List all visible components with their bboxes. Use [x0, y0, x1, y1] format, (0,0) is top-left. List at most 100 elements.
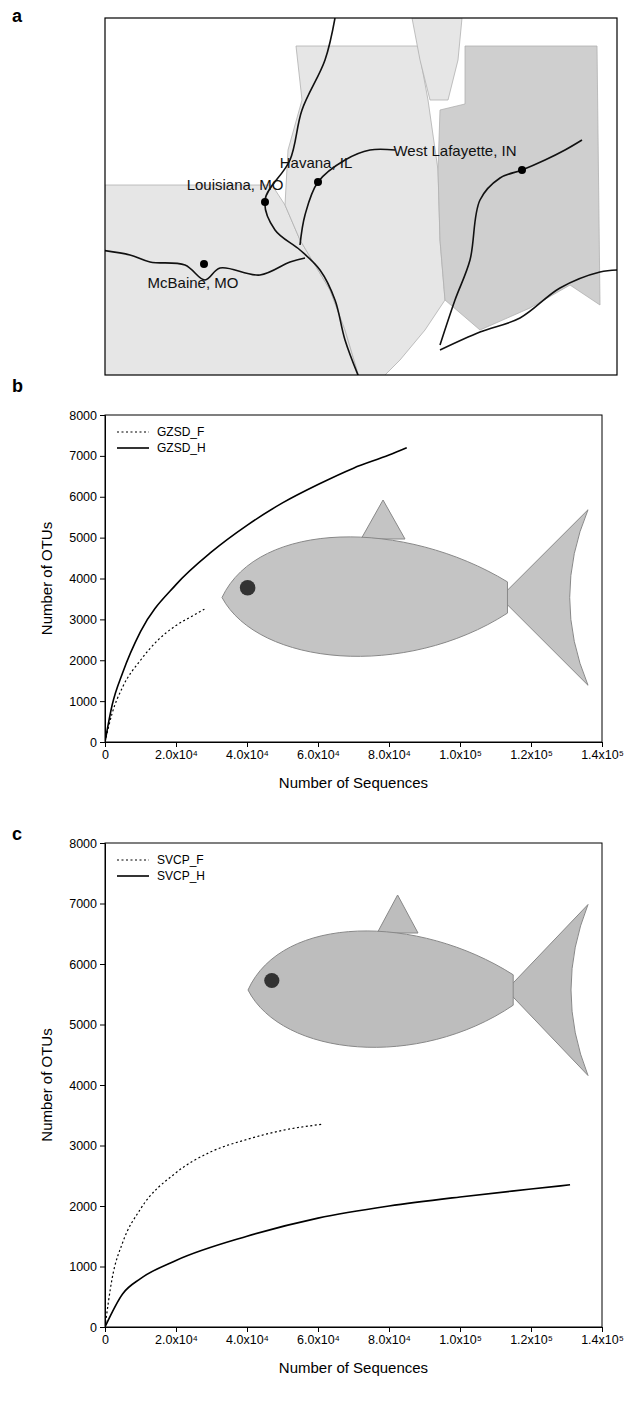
plot-marks [105, 448, 407, 742]
y-tick-mark [100, 964, 105, 965]
legend-label: SVCP_F [157, 853, 204, 867]
legend-label: SVCP_H [157, 869, 205, 883]
x-tick-label: 4.0x10⁴ [226, 1333, 269, 1347]
plot-frame [105, 415, 602, 742]
y-axis: 010002000300040005000600070008000 [69, 409, 105, 750]
x-tick: 6.0x10⁴ [297, 1327, 340, 1347]
series-line [105, 609, 204, 742]
legend: SVCP_F SVCP_H [117, 853, 205, 883]
site-point [261, 198, 269, 206]
x-axis: 02.0x10⁴4.0x10⁴6.0x10⁴8.0x10⁴1.0x10⁵1.2x… [102, 742, 624, 762]
plot-frame [105, 843, 602, 1327]
x-tick: 8.0x10⁴ [368, 742, 411, 762]
legend-swatch [117, 875, 149, 877]
x-tick-mark [531, 742, 532, 747]
y-tick-label: 5000 [69, 1018, 97, 1032]
fish-tail [500, 510, 588, 686]
y-tick-label: 1000 [69, 1260, 97, 1274]
y-tick-mark [100, 1327, 105, 1328]
y-tick-label: 5000 [69, 531, 97, 545]
site-label: Havana, IL [280, 154, 353, 171]
chart-panel: 02.0x10⁴4.0x10⁴6.0x10⁴8.0x10⁴1.0x10⁵1.2x… [12, 376, 624, 791]
x-tick: 0 [102, 742, 109, 762]
x-tick-mark [602, 742, 603, 747]
y-tick: 1000 [69, 1260, 105, 1274]
y-tick-mark [100, 415, 105, 416]
map-frame [105, 18, 617, 375]
y-tick: 1000 [69, 695, 105, 709]
y-tick-mark [100, 619, 105, 620]
fish-tail [506, 905, 588, 1076]
x-tick-mark [389, 1327, 390, 1332]
y-tick-mark [100, 456, 105, 457]
fish-eye [240, 580, 256, 596]
x-tick: 6.0x10⁴ [297, 742, 340, 762]
plot-marks [105, 1124, 570, 1327]
y-tick: 0 [90, 736, 105, 750]
legend-swatch [117, 447, 149, 449]
figure: Havana, ILLouisiana, MOMcBaine, MOWest L… [0, 0, 640, 1402]
y-tick-mark [100, 538, 105, 539]
y-tick: 2000 [69, 1200, 105, 1214]
x-tick: 8.0x10⁴ [368, 1327, 411, 1347]
y-tick-mark [100, 1025, 105, 1026]
x-tick-label: 1.4x10⁵ [581, 1333, 624, 1347]
y-tick: 7000 [69, 449, 105, 463]
y-tick-mark [100, 1206, 105, 1207]
y-axis-title: Number of OTUs [38, 522, 55, 635]
y-tick-label: 7000 [69, 897, 97, 911]
x-tick-mark [460, 1327, 461, 1332]
y-tick-label: 2000 [69, 654, 97, 668]
y-tick-mark [100, 660, 105, 661]
y-tick: 5000 [69, 1018, 105, 1032]
x-tick-label: 4.0x10⁴ [226, 748, 269, 762]
x-tick-mark [318, 1327, 319, 1332]
legend-swatch [117, 859, 149, 860]
y-tick-mark [100, 579, 105, 580]
x-tick: 1.2x10⁵ [510, 1327, 553, 1347]
x-tick-mark [176, 742, 177, 747]
series-line [105, 1124, 322, 1327]
x-tick-label: 6.0x10⁴ [297, 1333, 340, 1347]
x-tick: 4.0x10⁴ [226, 1327, 269, 1347]
y-axis: 0 1000 2000 3000 4000 5000 6000 7000 8000 [69, 837, 105, 1335]
y-tick-mark [100, 1085, 105, 1086]
y-tick-label: 2000 [69, 1200, 97, 1214]
y-tick-label: 8000 [69, 409, 97, 423]
y-tick: 4000 [69, 572, 105, 586]
y-tick-mark [100, 742, 105, 743]
x-tick-mark [247, 1327, 248, 1332]
state-indiana [438, 46, 600, 330]
x-tick: 1.4x10⁵ [581, 742, 624, 762]
fish-body [248, 931, 513, 1047]
site-label: West Lafayette, IN [393, 142, 516, 159]
legend-label: GZSD_F [157, 425, 204, 439]
map-panel: Havana, ILLouisiana, MOMcBaine, MOWest L… [100, 18, 620, 380]
site-point [200, 260, 208, 268]
y-tick: 3000 [69, 1139, 105, 1153]
y-tick-mark [100, 904, 105, 905]
y-tick: 6000 [69, 958, 105, 972]
y-tick: 7000 [69, 897, 105, 911]
y-tick: 8000 [69, 837, 105, 851]
x-tick-mark [531, 1327, 532, 1332]
site-point [518, 166, 526, 174]
x-tick: 1.2x10⁵ [510, 742, 553, 762]
x-axis-line [106, 1328, 603, 1333]
x-tick-mark [389, 742, 390, 747]
x-tick-mark [176, 1327, 177, 1332]
y-tick: 4000 [69, 1079, 105, 1093]
series-line [105, 1185, 570, 1327]
x-tick-label: 6.0x10⁴ [297, 748, 340, 762]
y-tick-label: 0 [90, 1321, 97, 1335]
panel-letter: c [12, 824, 22, 844]
y-tick: 5000 [69, 531, 105, 545]
x-tick-label: 8.0x10⁴ [368, 748, 411, 762]
x-tick-label: 1.2x10⁵ [510, 1333, 553, 1347]
fish-fin [361, 500, 405, 539]
x-axis-title: Number of Sequences [279, 1359, 428, 1376]
x-tick: 1.0x10⁵ [439, 1327, 482, 1347]
site-label: McBaine, MO [148, 274, 239, 291]
x-tick-label: 2.0x10⁴ [155, 1333, 198, 1347]
y-tick-label: 4000 [69, 572, 97, 586]
